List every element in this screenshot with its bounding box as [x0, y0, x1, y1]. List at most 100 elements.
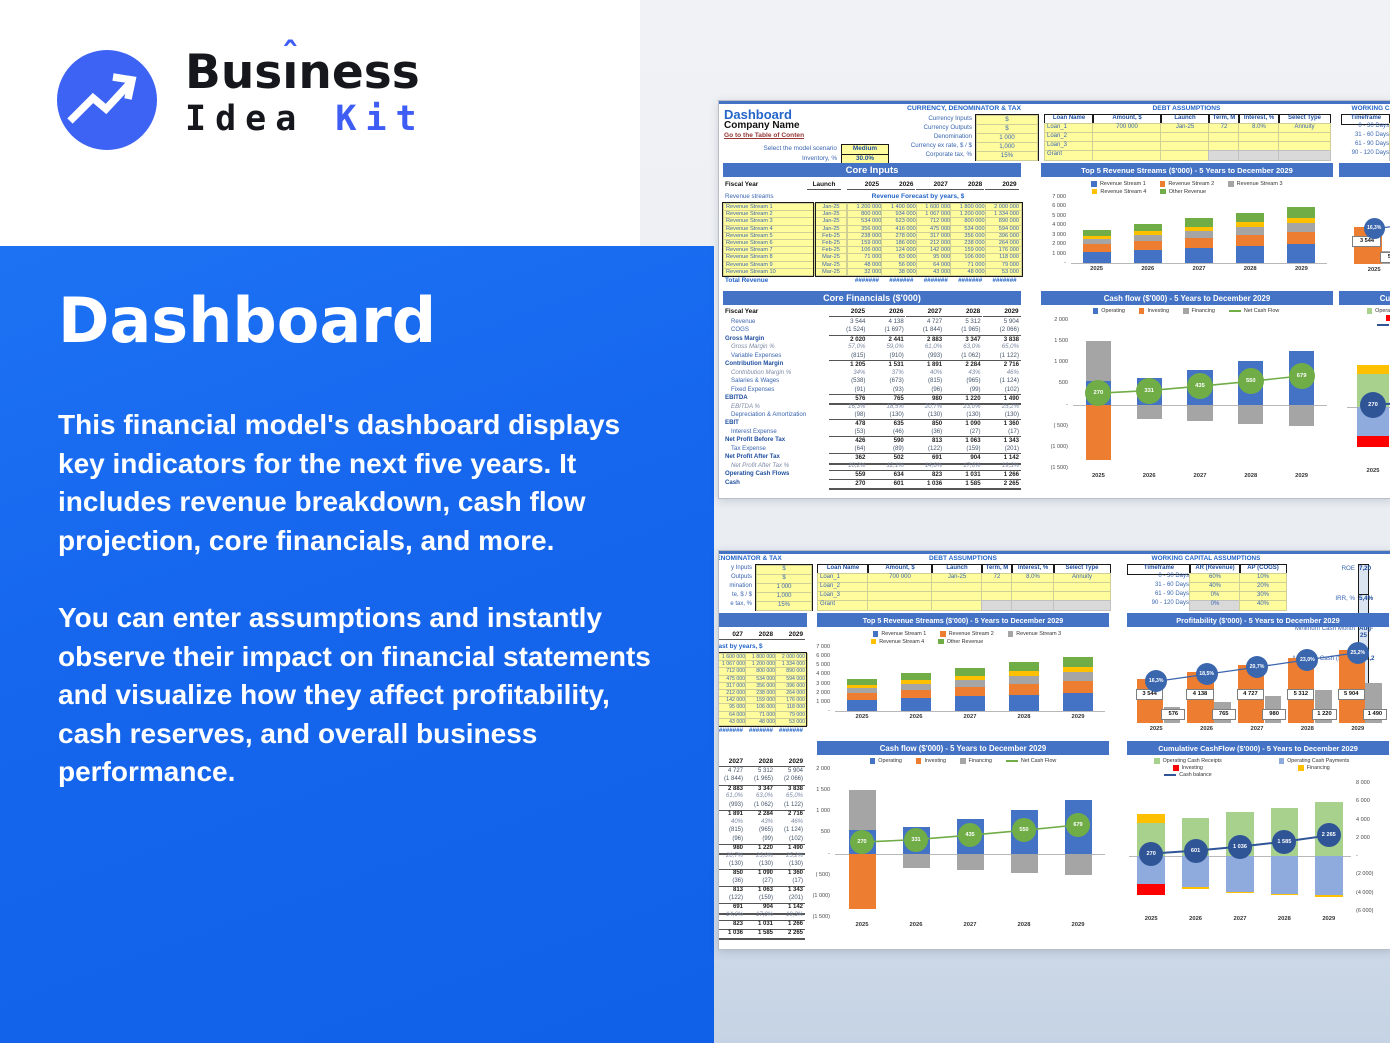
- fin-value: 634: [867, 470, 906, 479]
- legend-swatch: [1091, 181, 1097, 187]
- left-blue-panel: [0, 246, 714, 1043]
- fin-value: (27): [762, 877, 773, 884]
- axis-category-label: 2028: [1243, 266, 1257, 272]
- fin-value: 559: [829, 470, 868, 479]
- fin-value: 18,5%: [886, 402, 904, 410]
- bar-segment: [1238, 404, 1264, 424]
- fin-value: 65,0%: [785, 793, 803, 800]
- legend-item: Operating Cash Payments: [1278, 758, 1349, 764]
- fin-value: 850: [719, 869, 745, 878]
- chart-legend: Operating Cash Receipts: [1129, 757, 1247, 765]
- fin-value: 813: [719, 886, 745, 895]
- legend-label: Operating Cash Receipts: [1375, 308, 1390, 314]
- fin-value: (910): [889, 351, 904, 359]
- fin-value: 904: [944, 453, 983, 465]
- fin-value: (1 062): [753, 801, 773, 808]
- currency-label: Denomination: [933, 133, 972, 140]
- fin-value: 1 036: [905, 478, 945, 490]
- axis-category-label: 2027: [963, 714, 977, 720]
- bar-segment: [1063, 692, 1093, 711]
- legend-item: Financing: [1298, 765, 1330, 771]
- axis-tick: 2 000: [1052, 241, 1066, 248]
- fin-value: 61,0%: [924, 343, 943, 351]
- bar-segment: [1133, 249, 1162, 263]
- wc-cell: 61 - 90 Days: [1154, 591, 1189, 597]
- bar-segment: [1184, 218, 1214, 227]
- fin-value: 65,0%: [1001, 343, 1019, 351]
- bar-segment: [1010, 853, 1038, 873]
- data-point-bubble: 331: [904, 827, 928, 852]
- bar-segment: [847, 678, 877, 685]
- bar-segment: [1356, 436, 1390, 448]
- axis-tick: ( 500): [1053, 422, 1068, 429]
- logo-word-ideakit: Idea Kit: [185, 98, 426, 140]
- fin-value: (130): [927, 410, 943, 418]
- axis-tick: 6 000: [1052, 203, 1066, 210]
- axis-category-label: 2029: [1071, 714, 1085, 720]
- fin-value: (1 124): [999, 377, 1019, 385]
- logo-word-idea: Idea: [185, 99, 336, 139]
- fin-value: 904: [745, 903, 775, 915]
- fin-value: 1 036: [719, 928, 745, 940]
- fin-value: 1 360: [775, 869, 805, 878]
- fin-value: 2 716: [775, 810, 805, 819]
- fin-value: (815): [927, 377, 943, 385]
- legend-item: Revenue Stream 1: [1091, 181, 1146, 187]
- ebitda-label: 765: [1211, 709, 1236, 720]
- wc-header: Timeframe: [1341, 114, 1390, 125]
- fin-value: 23,0%: [755, 852, 773, 859]
- fin-value: (36): [931, 427, 943, 435]
- fin-value: 590: [867, 436, 906, 445]
- logo-wordmark: Busı ˆ ness Idea Kit: [185, 36, 426, 140]
- fin-value: 691: [905, 453, 945, 465]
- axis-tick: 1 500: [1054, 338, 1068, 345]
- bar-segment: [847, 692, 877, 701]
- axis-category-label: 2026: [909, 922, 923, 928]
- fin-value: 1 266: [775, 920, 805, 929]
- ebitda-pct-line: [1156, 651, 1358, 683]
- data-point-bubble: 550: [1012, 818, 1036, 843]
- fin-value: (96): [931, 385, 943, 393]
- year-header: 2025: [847, 181, 881, 190]
- fin-value: (1 965): [961, 326, 981, 334]
- fin-value: 1 220: [944, 394, 983, 406]
- fiscal-year-label: Fiscal Year: [725, 181, 759, 188]
- axis-category-label: 2025: [1091, 473, 1105, 479]
- legend-item: Revenue Stream 3: [1228, 181, 1283, 187]
- brand-logo: Busı ˆ ness Idea Kit: [55, 36, 575, 162]
- axis-category-label: 2026: [1142, 473, 1156, 479]
- fin-label: EBITDA: [725, 394, 748, 402]
- fin-value: (98): [854, 410, 866, 418]
- total-revenue-value: #######: [854, 277, 879, 284]
- year-header: 2025: [829, 308, 867, 317]
- total-revenue-value: #######: [889, 277, 914, 284]
- bar-segment: [1287, 207, 1316, 218]
- fin-value: 3 347: [944, 334, 983, 344]
- currency-title: CURRENCY, DENOMINATOR & TAX: [906, 105, 1022, 112]
- chart-legend: Investing: [1341, 314, 1390, 322]
- year-header: 2027: [719, 758, 745, 767]
- axis-category-label: 2026: [1141, 266, 1155, 272]
- fin-value: 59,0%: [886, 343, 904, 351]
- total-revenue-value: #######: [748, 727, 773, 734]
- logo-i: ı: [282, 45, 299, 100]
- axis-tick: 3 000: [816, 680, 830, 687]
- fin-value: 1 090: [944, 419, 983, 428]
- legend-label: Revenue Stream 3: [1016, 631, 1062, 637]
- fin-value: (1 524): [846, 326, 866, 334]
- fin-label: Cash: [725, 478, 740, 486]
- fin-value: 17,0%: [963, 461, 981, 469]
- ebitda-pct-bubble: 16,3%: [1363, 218, 1385, 240]
- toc-link[interactable]: Go to the Table of Conten: [724, 132, 805, 139]
- axis-category-label: 2025: [1367, 267, 1381, 273]
- legend-item: Investing: [1138, 308, 1169, 314]
- data-point-bubble: 679: [1288, 362, 1315, 389]
- data-point-bubble: 270: [1360, 391, 1386, 418]
- data-point-bubble: 550: [1237, 368, 1264, 395]
- bar-segment: [1009, 683, 1039, 695]
- fin-label: Contribution Margin: [725, 360, 784, 368]
- fin-value: 823: [719, 920, 745, 929]
- bar-segment: [1287, 231, 1316, 245]
- fin-value: 362: [829, 453, 868, 465]
- fin-label: Interest Expense: [731, 427, 777, 435]
